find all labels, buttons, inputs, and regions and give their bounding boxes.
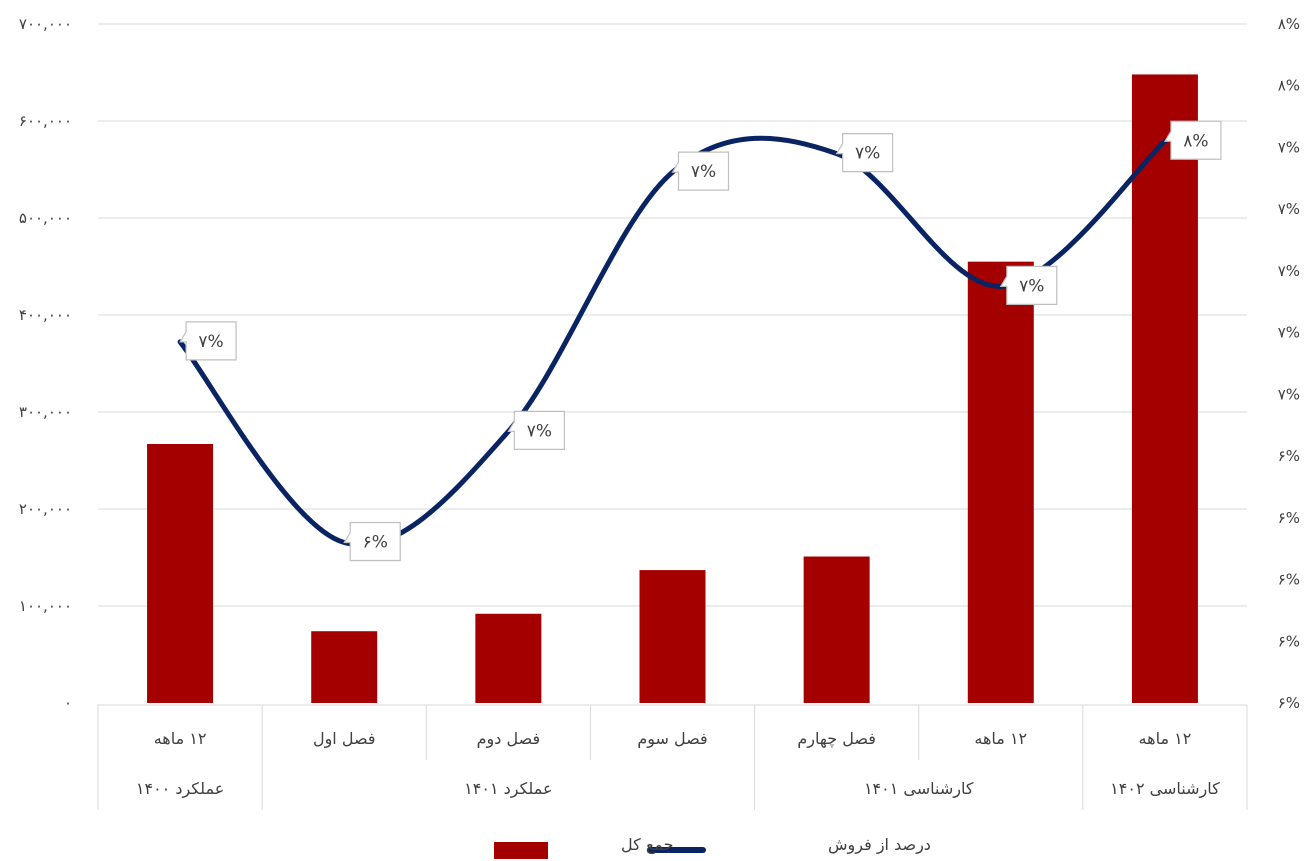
bar	[803, 556, 870, 703]
bar	[475, 613, 542, 703]
bar-series	[147, 74, 1198, 703]
legend-swatch-line	[648, 847, 706, 853]
category-label: ۱۲ ماهه	[974, 729, 1027, 748]
data-label-box	[179, 321, 237, 361]
left-axis-ticks: ۰ ۱۰۰,۰۰۰ ۲۰۰,۰۰۰ ۳۰۰,۰۰۰ ۴۰۰,۰۰۰ ۵۰۰,۰۰۰ ۶۰۰,…	[19, 15, 72, 712]
bar	[967, 261, 1034, 703]
left-axis-tick-label: ۶۰۰,۰۰۰	[19, 112, 72, 130]
data-label-callout: ۷%	[999, 265, 1058, 305]
bar	[147, 444, 214, 703]
category-label: ۱۲ ماهه	[154, 729, 207, 748]
category-group-label: کارشناسی ۱۴۰۱	[864, 779, 974, 799]
right-axis-ticks: ۶% ۶% ۶% ۶% ۶% ۷% ۷% ۷% ۷% ۷% ۸% ۸%	[1278, 15, 1300, 712]
right-axis-tick-label: ۷%	[1278, 324, 1300, 342]
bar	[639, 570, 706, 703]
data-label-box	[671, 151, 730, 191]
legend-swatch-bar	[494, 842, 548, 859]
line-data-labels: ۷% ۶% ۷% ۷% ۷% ۷% ۸%	[179, 120, 1222, 562]
right-axis-tick-label: ۶%	[1278, 632, 1300, 650]
data-label-callout: ۷%	[671, 151, 730, 191]
right-axis-tick-label: ۸%	[1278, 77, 1300, 95]
legend-label-bar: جمع کل	[621, 835, 673, 855]
data-label-box	[999, 265, 1058, 305]
right-axis-tick-label: ۷%	[1278, 200, 1300, 218]
data-label-box	[507, 410, 565, 450]
data-label-text: ۸%	[1183, 131, 1208, 151]
category-group-label: عملکرد ۱۴۰۱	[464, 779, 552, 799]
data-label-text: ۷%	[691, 162, 716, 182]
left-axis-tick-label: ۵۰۰,۰۰۰	[19, 209, 72, 227]
data-label-callout: ۷%	[507, 410, 565, 450]
left-axis-tick-label: ۱۰۰,۰۰۰	[19, 597, 72, 615]
left-axis-tick-label: ۷۰۰,۰۰۰	[19, 15, 72, 33]
gridlines	[98, 23, 1247, 607]
data-label-text: ۶%	[363, 533, 388, 553]
category-label: فصل اول	[313, 729, 376, 749]
right-axis-tick-label: ۷%	[1278, 385, 1300, 403]
category-label: ۱۲ ماهه	[1139, 729, 1192, 748]
left-axis-tick-label: ۳۰۰,۰۰۰	[19, 403, 72, 421]
bar	[1131, 74, 1198, 703]
data-label-box	[343, 521, 401, 562]
data-label-text: ۷%	[855, 144, 880, 164]
data-label-text: ۷%	[198, 332, 223, 352]
category-label: فصل سوم	[637, 729, 707, 749]
category-group-label: عملکرد ۱۴۰۰	[136, 779, 224, 799]
data-label-box	[1163, 120, 1222, 160]
data-label-callout: ۸%	[1163, 120, 1222, 160]
data-label-callout: ۷%	[835, 133, 894, 173]
left-axis-tick-label: ۴۰۰,۰۰۰	[19, 306, 72, 324]
legend-item-bar: جمع کل	[494, 835, 673, 859]
right-axis-tick-label: ۶%	[1278, 694, 1300, 712]
right-axis-tick-label: ۷%	[1278, 138, 1300, 156]
data-label-callout: ۷%	[179, 321, 237, 361]
bar	[311, 631, 378, 703]
category-axis: ۱۲ ماهه فصل اول فصل دوم فصل سوم فصل چهارم ۱۲ …	[97, 704, 1248, 810]
data-label-box	[835, 133, 894, 173]
category-label: فصل چهارم	[797, 729, 876, 749]
category-group-label: کارشناسی ۱۴۰۲	[1110, 779, 1220, 799]
legend-label-line: درصد از فروش	[828, 835, 931, 855]
left-axis-tick-label: ۰	[64, 694, 72, 712]
right-axis-tick-label: ۸%	[1278, 15, 1300, 33]
category-label: فصل دوم	[477, 729, 540, 749]
right-axis-tick-label: ۶%	[1278, 571, 1300, 589]
right-axis-tick-label: ۶%	[1278, 509, 1300, 527]
right-axis-tick-label: ۶%	[1278, 447, 1300, 465]
data-label-callout: ۶%	[343, 521, 401, 562]
legend: درصد از فروش جمع کل	[494, 835, 931, 859]
data-label-text: ۷%	[1019, 276, 1044, 296]
left-axis-tick-label: ۲۰۰,۰۰۰	[19, 500, 72, 518]
right-axis-tick-label: ۷%	[1278, 262, 1300, 280]
data-label-text: ۷%	[527, 421, 552, 441]
legend-item-line: درصد از فروش	[648, 835, 931, 855]
